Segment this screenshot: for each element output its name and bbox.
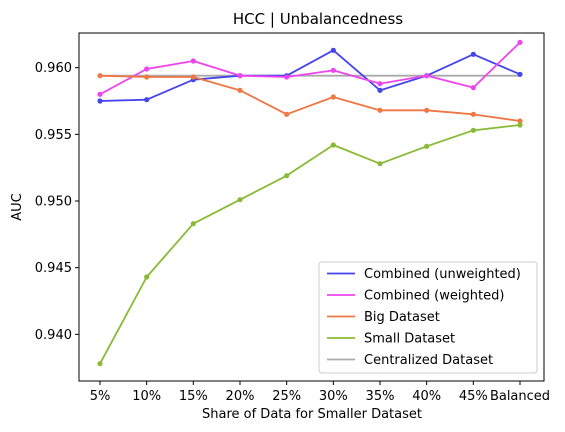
data-point bbox=[237, 73, 243, 79]
x-tick-label: 5% bbox=[90, 389, 111, 404]
data-point bbox=[377, 87, 383, 93]
data-point bbox=[330, 94, 336, 100]
data-point bbox=[377, 81, 383, 87]
data-point bbox=[470, 127, 476, 133]
legend: Combined (unweighted) Combined (weighted)… bbox=[318, 261, 538, 374]
data-point bbox=[330, 67, 336, 73]
data-point bbox=[144, 97, 150, 103]
data-point bbox=[377, 107, 383, 113]
series-big-dataset bbox=[97, 73, 523, 124]
x-axis-label: Share of Data for Smaller Dataset bbox=[202, 407, 422, 422]
series-line bbox=[99, 49, 521, 102]
data-point bbox=[517, 118, 523, 124]
y-axis: 0.940 0.945 0.950 0.955 0.960 bbox=[35, 61, 79, 343]
data-point bbox=[97, 73, 103, 79]
series-combined-weighted bbox=[97, 39, 523, 97]
x-tick-label: 35% bbox=[366, 389, 395, 404]
x-tick-label: 10% bbox=[132, 389, 161, 404]
y-tick-label: 0.940 bbox=[35, 328, 72, 343]
legend-label: Small Dataset bbox=[364, 332, 455, 347]
chart-title: HCC | Unbalancedness bbox=[233, 10, 403, 28]
y-tick-label: 0.950 bbox=[35, 195, 72, 210]
x-tick-label: Balanced bbox=[490, 389, 550, 404]
data-point bbox=[424, 73, 430, 79]
legend-box bbox=[318, 261, 538, 374]
x-tick-label: 40% bbox=[412, 389, 441, 404]
data-point bbox=[97, 98, 103, 104]
data-point bbox=[330, 47, 336, 53]
data-point bbox=[97, 91, 103, 97]
data-point bbox=[97, 361, 103, 367]
x-axis: 5% 10% 15% 20% 25% 30% 35% 40% 45% Balanced bbox=[90, 381, 550, 404]
data-point bbox=[144, 74, 150, 80]
data-point bbox=[284, 173, 290, 179]
data-point bbox=[144, 274, 150, 280]
series-line bbox=[99, 41, 521, 96]
x-tick-label: 15% bbox=[179, 389, 208, 404]
legend-label: Big Dataset bbox=[364, 310, 440, 325]
data-point bbox=[237, 87, 243, 93]
y-tick-label: 0.960 bbox=[35, 61, 72, 76]
data-point bbox=[190, 58, 196, 64]
data-point bbox=[284, 111, 290, 117]
data-point bbox=[470, 111, 476, 117]
plot-content bbox=[97, 39, 523, 367]
y-tick-label: 0.945 bbox=[35, 261, 72, 276]
legend-label: Centralized Dataset bbox=[364, 353, 493, 368]
series-small-dataset bbox=[97, 122, 523, 367]
x-tick-label: 20% bbox=[226, 389, 255, 404]
series-line bbox=[99, 124, 521, 365]
data-point bbox=[470, 85, 476, 91]
series-line bbox=[99, 74, 521, 122]
data-point bbox=[144, 66, 150, 72]
data-point bbox=[237, 197, 243, 203]
data-point bbox=[424, 143, 430, 149]
y-axis-label: AUC bbox=[10, 193, 25, 221]
legend-label: Combined (weighted) bbox=[364, 289, 504, 304]
data-point bbox=[190, 74, 196, 80]
data-point bbox=[470, 51, 476, 57]
data-point bbox=[517, 71, 523, 77]
x-tick-label: 45% bbox=[459, 389, 488, 404]
data-point bbox=[330, 142, 336, 148]
data-point bbox=[284, 74, 290, 80]
plot-frame bbox=[78, 32, 545, 382]
data-point bbox=[517, 122, 523, 128]
x-tick-label: 25% bbox=[272, 389, 301, 404]
data-point bbox=[424, 107, 430, 113]
y-tick-label: 0.955 bbox=[35, 128, 72, 143]
legend-label: Combined (unweighted) bbox=[364, 267, 521, 282]
data-point bbox=[377, 161, 383, 167]
data-point bbox=[190, 221, 196, 227]
data-point bbox=[517, 39, 523, 45]
x-tick-label: 30% bbox=[319, 389, 348, 404]
